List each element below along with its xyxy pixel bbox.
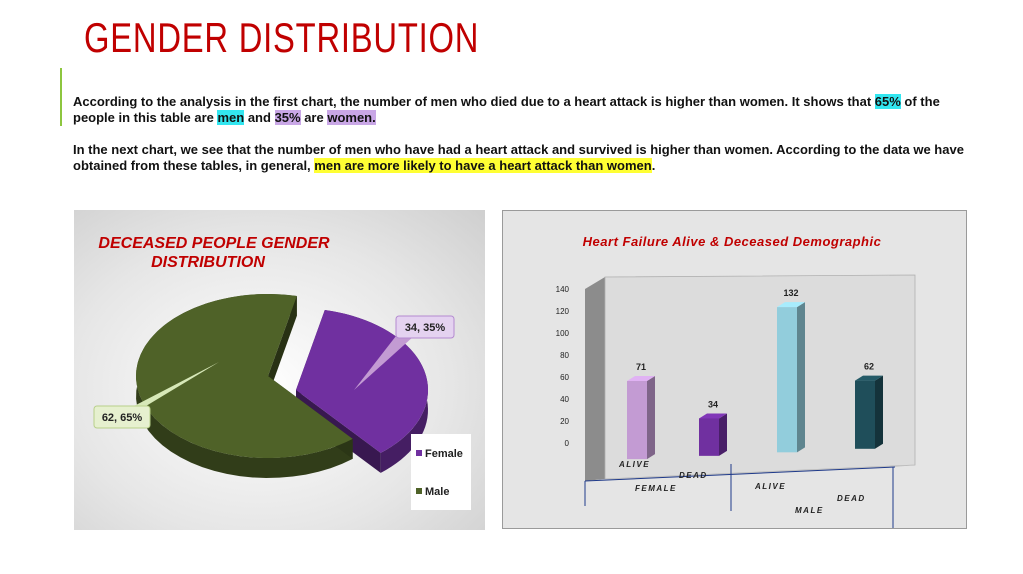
bar-dead-female [699,418,719,456]
y-tick-label: 40 [560,395,569,404]
group-label-female: FEMALE [635,484,677,493]
y-axis-ticks: 0 20 40 60 80 100 120 140 [556,285,570,448]
p2-text-1: In the next chart, we see that the numbe… [73,142,964,173]
p1-highlight-65: 65% [874,94,901,109]
bar-dead-male-side [875,375,883,449]
bar-dead-female-value-label: 34 [708,399,718,409]
female-data-label: 34, 35% [405,322,446,334]
pie-title-line2: DISTRIBUTION [151,254,265,271]
legend-male-label: Male [425,486,449,498]
p2-text-2: . [651,158,656,173]
bar-series: 71 34 132 62 [627,288,883,460]
x-label-female-dead: DEAD [679,471,708,480]
bar-alive-male-value-label: 132 [783,288,798,298]
y-tick-label: 20 [560,417,569,426]
bar-chart-title: Heart Failure Alive & Deceased Demograph… [583,234,882,249]
bar-alive-male-side [797,302,805,453]
bar-alive-male-top [777,302,805,308]
male-slice-side [136,294,353,478]
x-label-male-dead: DEAD [837,494,866,503]
accent-bar [60,68,62,126]
male-data-label: 62, 65% [102,412,143,424]
bar-dead-male-value-label: 62 [864,362,874,372]
bar-dead-female-side [719,413,727,456]
legend-female-swatch [416,450,422,456]
male-callout-box [93,405,151,429]
y-tick-label: 120 [556,307,570,316]
paragraph-1: According to the analysis in the first c… [73,94,973,126]
y-tick-label: 140 [556,285,570,294]
page-title: GENDER DISTRIBUTION [84,14,480,61]
bar-alive-female-top [627,376,655,382]
p1-highlight-women: women. [327,110,376,125]
bar-alive-female [627,381,647,460]
bar-alive-female-side [647,376,655,460]
female-callout-box [395,315,455,339]
male-callout-pointer [134,362,219,406]
male-slice-cut-b [268,295,297,396]
pie-legend [411,434,471,510]
y-tick-label: 0 [565,439,570,448]
p1-highlight-35: 35% [274,110,301,125]
bar-alive-male [777,307,797,453]
x-label-male-alive: ALIVE [754,482,786,491]
bar-dead-female-top [699,413,727,419]
group-label-male: MALE [795,506,824,515]
bar-dead-male [855,380,875,449]
side-wall [585,277,605,481]
p1-text-3: and [244,110,275,125]
pie-chart-panel: DECEASED PEOPLE GENDER DISTRIBUTION 34, … [74,210,485,530]
pie-title-line1: DECEASED PEOPLE GENDER [98,235,330,252]
bar-alive-female-value-label: 71 [636,362,646,372]
p1-text-1: According to the analysis in the first c… [73,94,875,109]
y-tick-label: 100 [556,329,570,338]
y-tick-label: 60 [560,373,569,382]
bar-chart-panel: Heart Failure Alive & Deceased Demograph… [502,210,967,529]
p1-highlight-men: men [217,110,245,125]
bar-dead-male-top [855,375,883,381]
x-label-female-alive: ALIVE [618,460,650,469]
female-callout-pointer [354,336,414,390]
bar-chart-svg: Heart Failure Alive & Deceased Demograph… [556,234,916,528]
x-axis-line [584,466,896,482]
p1-text-4: are [300,110,328,125]
male-slice [136,294,353,458]
legend-female-label: Female [425,448,463,460]
pie-chart-svg: DECEASED PEOPLE GENDER DISTRIBUTION 34, … [93,235,471,510]
legend-male-swatch [416,488,422,494]
y-tick-label: 80 [560,351,569,360]
p2-highlight-conclusion: men are more likely to have a heart atta… [314,158,652,173]
pie-slices [136,294,428,478]
p1-text-2: of the people in this table are [73,94,940,125]
paragraph-2: In the next chart, we see that the numbe… [73,142,973,174]
